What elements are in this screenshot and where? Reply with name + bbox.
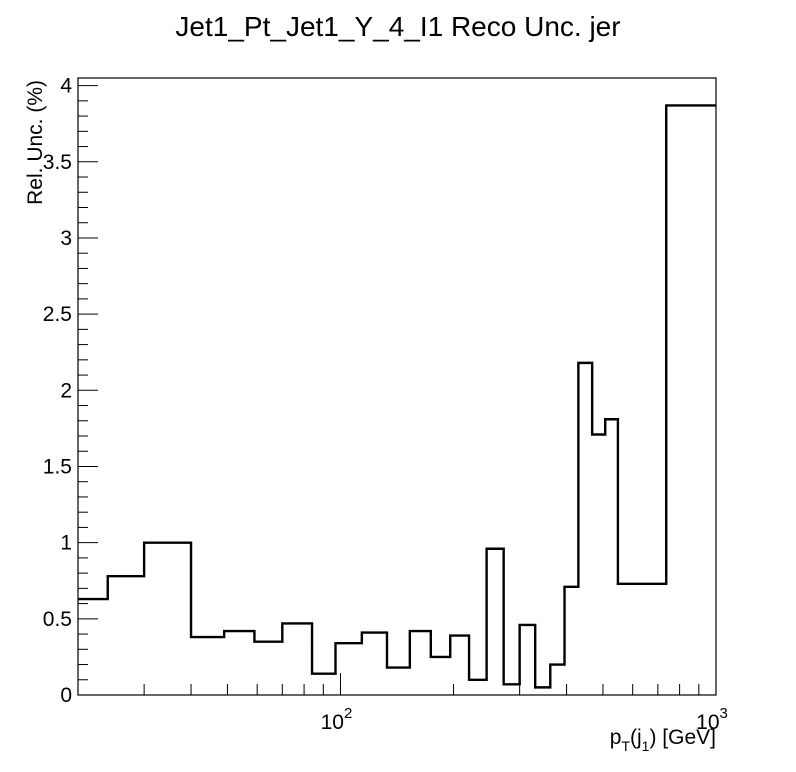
x-tick-labels: 102 103: [321, 705, 728, 734]
y-tick-labels: 0 0.5 1 1.5 2 2.5 3 3.5 4: [43, 75, 73, 707]
y-tick-label: 0.5: [43, 608, 72, 631]
x-axis-label: pT(j1) [GeV]: [610, 726, 716, 754]
y-tick-label: 4: [60, 75, 72, 98]
y-tick-label: 1.5: [43, 455, 72, 478]
plot-frame: [77, 77, 717, 696]
x-tick-label: 102: [321, 705, 353, 734]
histogram-line: [78, 104, 716, 689]
y-tick-label: 0: [60, 684, 72, 707]
y-tick-label: 3.5: [43, 151, 72, 174]
y-tick-label: 1: [60, 532, 72, 555]
y-tick-label: 2.5: [43, 303, 72, 326]
x-tick-label: 103: [696, 705, 728, 734]
axis-ticks: [77, 85, 717, 696]
chart-title: Jet1_Pt_Jet1_Y_4_I1 Reco Unc. jer: [175, 11, 620, 42]
y-tick-label: 3: [60, 227, 72, 250]
y-axis-label: Rel. Unc. (%): [24, 80, 47, 205]
y-tick-label: 2: [60, 379, 72, 402]
